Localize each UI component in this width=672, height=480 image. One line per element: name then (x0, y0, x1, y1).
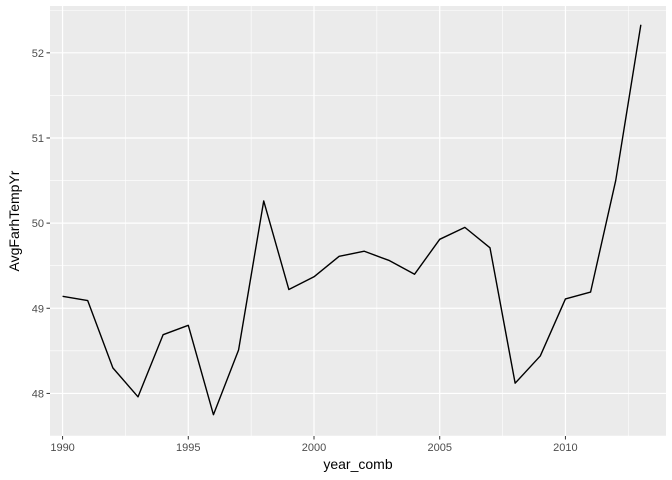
y-axis-ticks: 48 49 50 51 52 (32, 48, 50, 400)
minor-gridlines (50, 6, 666, 437)
series-line (62, 24, 642, 416)
y-tick-label: 52 (32, 48, 44, 60)
x-axis-ticks: 1990 1995 2000 2005 2010 (50, 436, 578, 454)
y-tick-label: 49 (32, 303, 44, 315)
plot-panel (50, 6, 666, 436)
y-tick-label: 48 (32, 388, 44, 400)
y-axis-title: AvgFarhTempYr (6, 170, 22, 271)
x-tick-label: 2010 (553, 442, 577, 454)
x-axis-title: year_comb (323, 456, 392, 472)
x-tick-label: 2000 (302, 442, 326, 454)
x-tick-label: 1995 (176, 442, 200, 454)
x-tick-label: 2005 (427, 442, 451, 454)
major-gridlines (50, 6, 666, 436)
x-tick-label: 1990 (50, 442, 74, 454)
data-points (62, 24, 641, 415)
y-tick-label: 51 (32, 133, 44, 145)
y-tick-label: 50 (32, 218, 44, 230)
